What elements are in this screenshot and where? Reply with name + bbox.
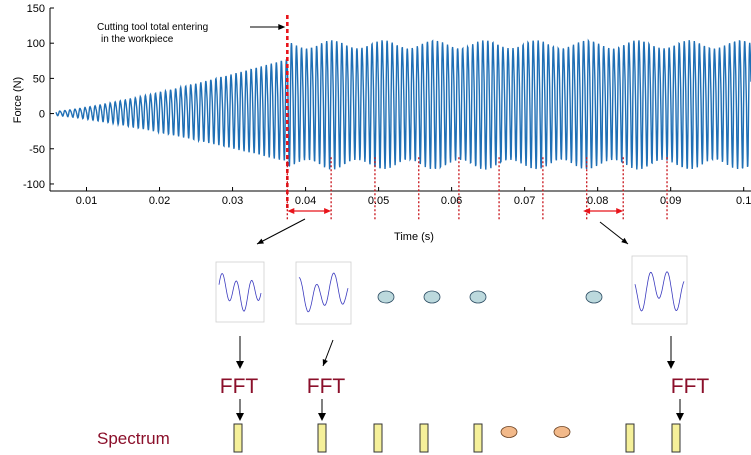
y-tick-label: 100 (27, 38, 45, 50)
window-arrow-head-left (287, 208, 295, 214)
x-tick-label: 0.09 (660, 195, 681, 207)
window-to-thumb3-arrow-head (621, 237, 628, 244)
spectrum-continuation-dot (500, 426, 518, 438)
window-to-thumb1-arrow (256, 218, 306, 245)
x-tick-label: 0.04 (295, 195, 316, 207)
waveform-thumbnail-line (634, 271, 685, 312)
spectrum-label: Spectrum (97, 429, 170, 448)
waveform-thumbnail-frame (215, 261, 265, 323)
y-tick-label: -100 (23, 179, 45, 191)
y-tick-label: 150 (27, 3, 45, 15)
waveform-thumbnail-line (298, 272, 349, 313)
spectrum-bar (317, 423, 327, 453)
spectrum-bar (473, 423, 483, 453)
x-tick-label: 0.1 (736, 195, 751, 207)
x-tick-label: 0.03 (222, 195, 243, 207)
x-tick-label: 0.06 (441, 195, 462, 207)
x-tick-label: 0.07 (514, 195, 535, 207)
x-tick-label: 0.02 (149, 195, 170, 207)
x-axis-label: Time (s) (394, 231, 434, 243)
fft-diagram: FFT FFT FFT Spectrum (97, 218, 710, 453)
x-tick-label: 0.05 (368, 195, 389, 207)
force-series-line (55, 38, 751, 170)
continuation-dot (585, 290, 603, 304)
spectrum-bar (625, 423, 635, 453)
entry-annotation-line1: Cutting tool total entering (97, 22, 208, 33)
y-tick-label: 50 (33, 73, 45, 85)
thumb3-to-fft-arrow-head (667, 361, 675, 369)
spectrum-bar (671, 423, 681, 453)
force-chart: 150 100 50 0 -50 -100 0.01 0.02 0.03 0.04 0.05 0.06… (12, 3, 751, 243)
spectrum-bar (373, 423, 383, 453)
continuation-dot (469, 290, 487, 304)
fft2-to-spectrum-arrow-head (318, 413, 326, 421)
y-tick-label: -50 (29, 144, 45, 156)
entry-arrow-head (278, 24, 286, 30)
spectrum-bar (233, 423, 243, 453)
spectrum-bar (419, 423, 429, 453)
fft-label: FFT (307, 375, 346, 398)
window-arrow-head-left (583, 208, 591, 214)
thumb2-to-fft-arrow-head (322, 359, 328, 366)
fft-label: FFT (671, 375, 710, 398)
continuation-dot (423, 290, 441, 304)
fft3-to-spectrum-arrow-head (676, 413, 684, 421)
thumb1-to-fft-arrow-head (236, 361, 244, 369)
waveform-thumbnail-line (218, 273, 262, 312)
x-tick-label: 0.08 (587, 195, 608, 207)
entry-annotation-line2: in the workpiece (101, 34, 174, 45)
window-to-thumb1-arrow-head (257, 238, 264, 244)
waveform-thumbnail-frame (295, 261, 352, 325)
y-axis-label: Force (N) (12, 77, 24, 123)
fft1-to-spectrum-arrow-head (236, 413, 244, 421)
spectrum-continuation-dot (553, 426, 571, 438)
continuation-dot (377, 290, 395, 304)
y-tick-label: 0 (39, 109, 45, 121)
fft-label: FFT (220, 375, 259, 398)
x-tick-label: 0.01 (76, 195, 97, 207)
window-arrow-head-right (324, 208, 332, 214)
waveform-thumbnail-frame (631, 255, 688, 325)
window-arrow-head-right (616, 208, 624, 214)
